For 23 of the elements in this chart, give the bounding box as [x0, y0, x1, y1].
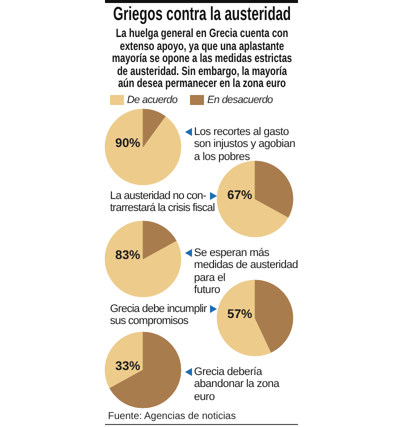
chart-subtitle: La huelga general en Grecia cuenta con extenso apoyo, ya que una aplastante mayoría se opone a las medidas estrictas de austeridad. Sin embargo, la mayoría aún desea permanecer en la zona euro [111, 26, 293, 90]
text: Los recortes al gasto son injustos y agobian a los pobres [194, 126, 296, 164]
pie-slice [142, 220, 177, 260]
pie-slice [254, 280, 294, 353]
legend-label: En desacuerdo [207, 94, 273, 106]
text: Grecia debe incumplir sus compromisos [110, 303, 206, 328]
legend-label: De acuerdo [127, 94, 178, 106]
pie-slice [254, 160, 294, 218]
data-label: 67% [227, 188, 252, 202]
source-note: Fuente: Agencias de noticias [108, 411, 236, 423]
pie-slice [109, 332, 182, 408]
pie-slice [104, 220, 182, 298]
text: La austeridad no con- trarrestará la crisis fiscal [110, 190, 215, 215]
data-label: 83% [115, 248, 140, 262]
pie-slice [104, 108, 182, 186]
text: Se esperan más medidas de austeridad para el futuro [194, 247, 298, 297]
pie-slice [216, 160, 289, 238]
data-label: 90% [115, 136, 140, 150]
text: Grecia debería abandonar la zona euro [194, 366, 280, 404]
pie-slice [142, 108, 166, 148]
chart-title: Griegos contra la austeridad [112, 4, 292, 26]
data-label: 33% [115, 359, 140, 374]
data-label: 57% [227, 307, 252, 322]
